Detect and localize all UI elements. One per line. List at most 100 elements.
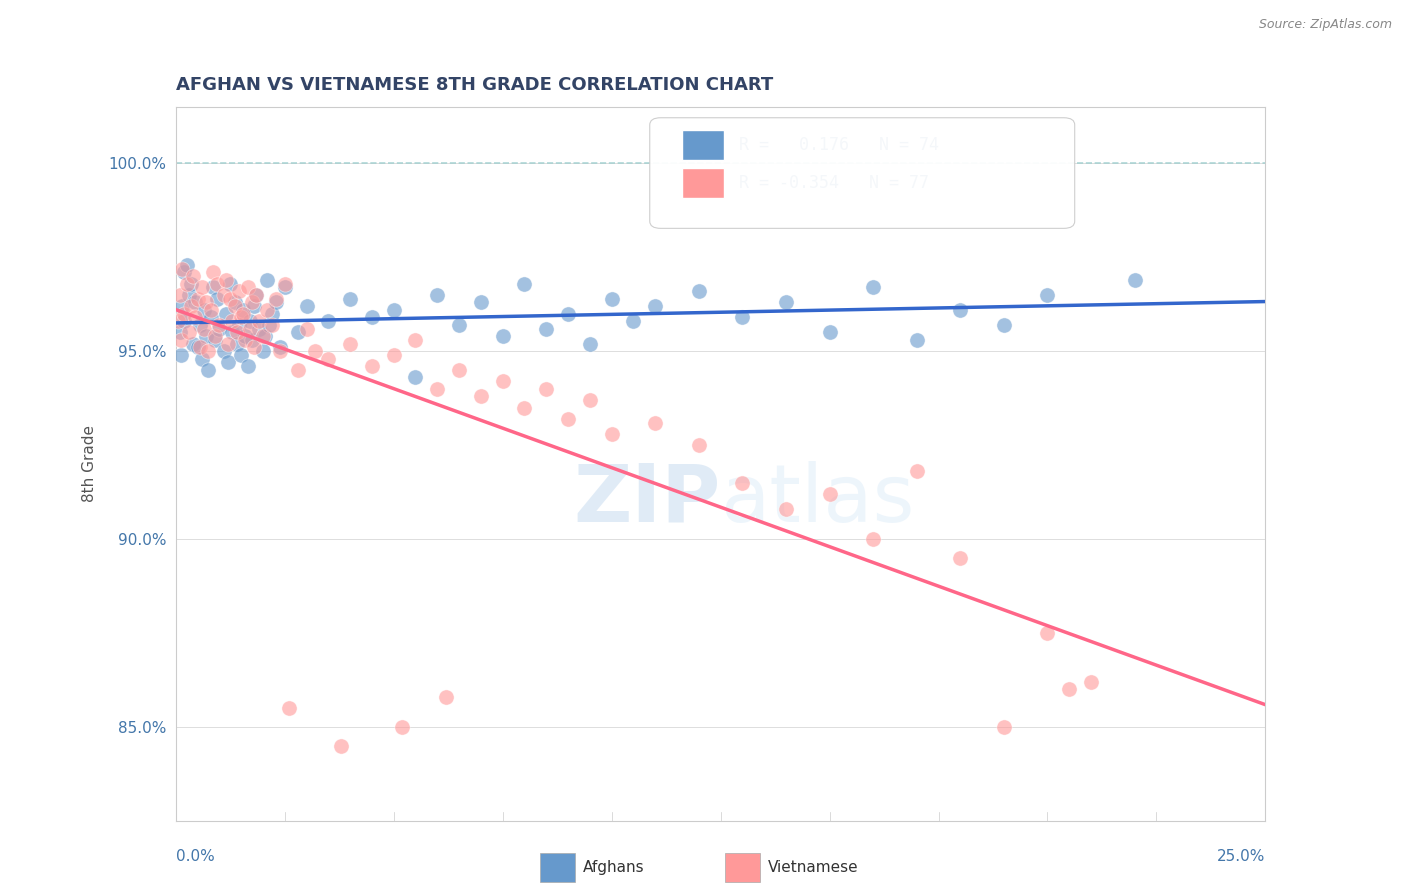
Point: [228, 284, 250, 298]
Point: [176, 258, 198, 272]
Point: [287, 363, 309, 377]
Text: Vietnamese: Vietnamese: [768, 860, 859, 875]
Point: [862, 280, 884, 294]
Point: [232, 302, 254, 317]
Point: [259, 318, 281, 332]
Point: [644, 416, 666, 430]
Point: [195, 329, 218, 343]
Bar: [682, 130, 724, 160]
Point: [256, 302, 278, 317]
Point: [212, 344, 235, 359]
Point: [318, 314, 340, 328]
Point: [287, 326, 309, 340]
Point: [212, 288, 235, 302]
Point: [186, 292, 209, 306]
Point: [191, 351, 214, 366]
Point: [225, 336, 247, 351]
Point: [172, 261, 194, 276]
Point: [426, 382, 449, 396]
Point: [688, 438, 710, 452]
Point: [228, 318, 250, 332]
Point: [818, 326, 841, 340]
FancyBboxPatch shape: [650, 118, 1074, 228]
Point: [205, 277, 228, 291]
Point: [186, 340, 209, 354]
Point: [243, 299, 266, 313]
Point: [405, 333, 427, 347]
Point: [361, 359, 384, 374]
Point: [264, 295, 287, 310]
Point: [180, 277, 202, 291]
Text: Afghans: Afghans: [583, 860, 645, 875]
Point: [177, 288, 200, 302]
Point: [184, 310, 207, 325]
Point: [173, 307, 195, 321]
Point: [239, 321, 262, 335]
Point: [173, 265, 195, 279]
Point: [193, 302, 215, 317]
Point: [247, 314, 270, 328]
Point: [278, 701, 301, 715]
Point: [232, 307, 254, 321]
Point: [513, 401, 536, 415]
Point: [269, 344, 291, 359]
Point: [274, 280, 297, 294]
Point: [252, 344, 274, 359]
Point: [201, 280, 224, 294]
Point: [193, 321, 215, 335]
Point: [905, 333, 928, 347]
Point: [254, 329, 277, 343]
Point: [221, 326, 243, 340]
Point: [470, 389, 492, 403]
Bar: [682, 169, 724, 198]
Point: [231, 348, 253, 362]
Point: [191, 280, 214, 294]
Point: [197, 344, 219, 359]
Point: [426, 288, 449, 302]
Bar: [725, 854, 761, 881]
Point: [243, 340, 266, 354]
Point: [1080, 674, 1102, 689]
Point: [1036, 625, 1059, 640]
Point: [247, 321, 270, 335]
Point: [731, 475, 754, 490]
Point: [195, 295, 218, 310]
Point: [1123, 273, 1146, 287]
Point: [264, 292, 287, 306]
Point: [295, 299, 318, 313]
Point: [231, 310, 253, 325]
Point: [173, 314, 195, 328]
Point: [256, 273, 278, 287]
Point: [188, 318, 211, 332]
Point: [188, 340, 211, 354]
Point: [600, 292, 623, 306]
Point: [201, 265, 224, 279]
Text: R = -0.354   N = 77: R = -0.354 N = 77: [740, 175, 929, 193]
Point: [1036, 288, 1059, 302]
Point: [534, 382, 557, 396]
Point: [993, 318, 1015, 332]
Point: [197, 363, 219, 377]
Point: [330, 739, 353, 753]
Point: [236, 280, 259, 294]
Point: [215, 307, 238, 321]
Point: [1059, 682, 1081, 697]
Point: [200, 302, 222, 317]
Point: [382, 348, 405, 362]
Point: [208, 321, 231, 335]
Point: [245, 288, 267, 302]
Point: [215, 273, 238, 287]
Point: [260, 307, 283, 321]
Point: [949, 550, 972, 565]
Point: [905, 464, 928, 478]
Point: [181, 268, 204, 283]
Point: [949, 302, 972, 317]
Point: [172, 299, 194, 313]
Point: [862, 532, 884, 546]
Point: [221, 314, 243, 328]
Point: [513, 277, 536, 291]
Text: ZIP: ZIP: [574, 460, 721, 539]
Text: Source: ZipAtlas.com: Source: ZipAtlas.com: [1258, 18, 1392, 31]
Point: [225, 326, 247, 340]
Point: [818, 487, 841, 501]
